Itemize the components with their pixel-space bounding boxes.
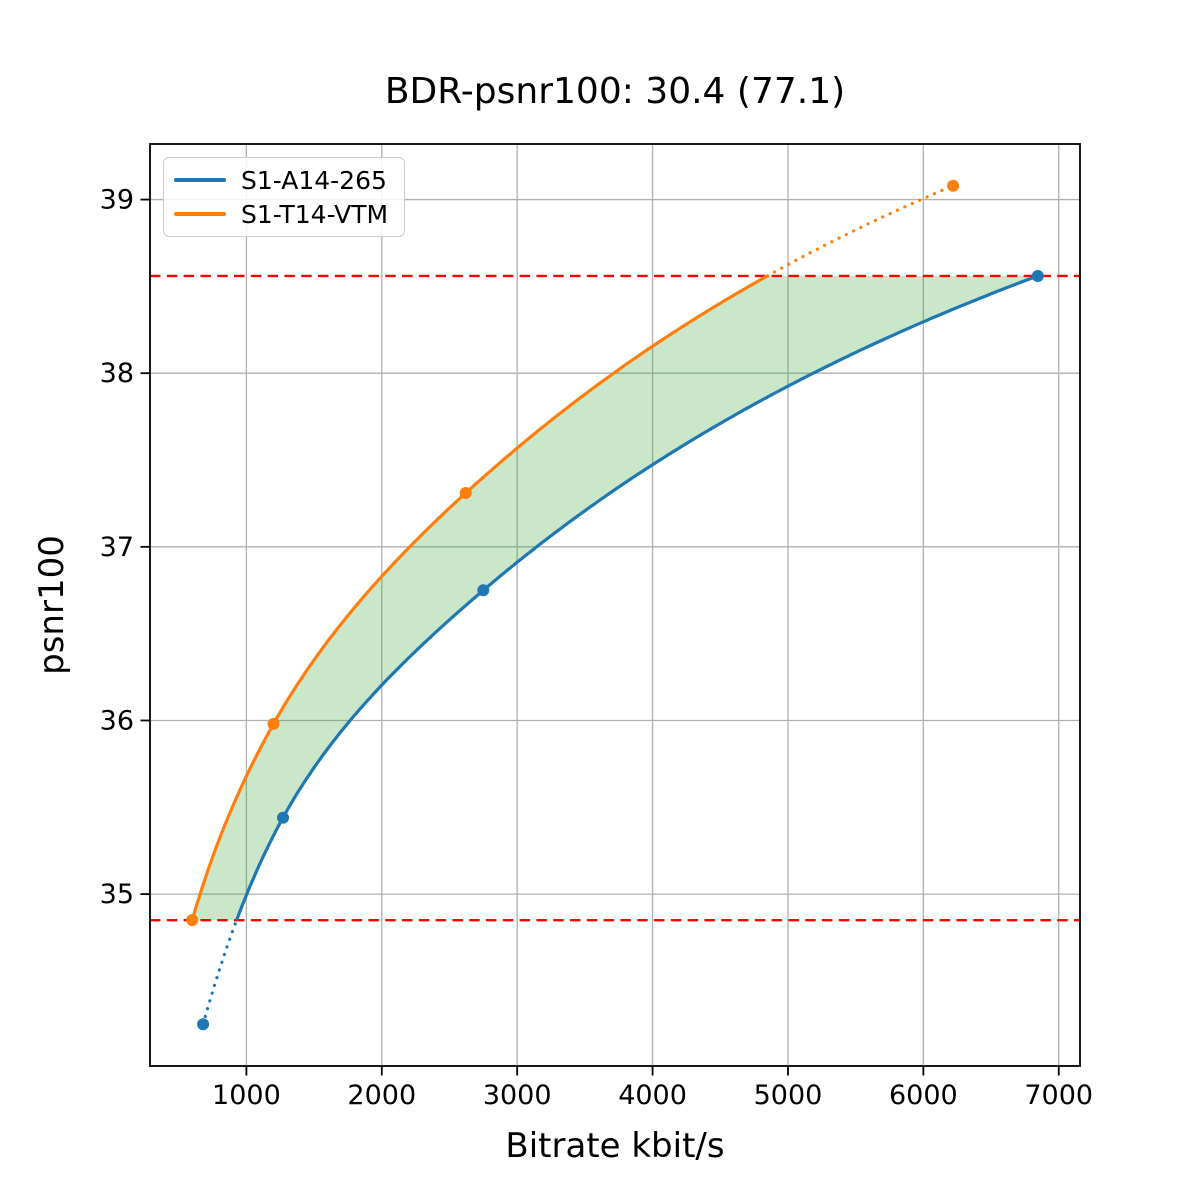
- x-axis-label: Bitrate kbit/s: [505, 1126, 725, 1166]
- x-tick-label: 3000: [483, 1080, 552, 1111]
- data-point-S1-A14-265: [1031, 270, 1044, 282]
- data-point-S1-A14-265: [277, 811, 289, 824]
- legend-item: S1-T14-VTM: [174, 197, 388, 231]
- x-tick-label: 6000: [889, 1080, 958, 1111]
- data-point-S1-A14-265: [197, 1018, 210, 1031]
- y-tick-label: 35: [100, 879, 134, 910]
- y-axis-label: psnr100: [32, 535, 72, 675]
- legend-label: S1-T14-VTM: [241, 199, 389, 229]
- series-line-S1-T14-VTM: [190, 274, 769, 921]
- x-tick-label: 4000: [618, 1080, 687, 1111]
- x-tick-label: 1000: [212, 1080, 281, 1111]
- bd-overlap-fill: [192, 276, 1038, 921]
- chart-title: BDR-psnr100: 30.4 (77.1): [384, 71, 846, 112]
- legend-line-sample: [174, 178, 226, 182]
- y-tick-label: 38: [100, 358, 134, 389]
- data-point-S1-T14-VTM: [267, 717, 280, 730]
- y-tick-label: 36: [100, 705, 134, 736]
- legend-label: S1-A14-265: [241, 165, 387, 195]
- x-tick-label: 5000: [754, 1080, 823, 1111]
- legend-item: S1-A14-265: [174, 163, 388, 197]
- x-tick-label: 7000: [1024, 1080, 1093, 1111]
- axes-spines: [149, 143, 1081, 1067]
- legend: S1-A14-265 S1-T14-VTM: [163, 157, 406, 237]
- data-point-S1-T14-VTM: [459, 487, 472, 499]
- legend-line-sample: [174, 212, 226, 216]
- series-dotted-S1-A14-265: [201, 918, 239, 1026]
- series-dotted-S1-T14-VTM: [765, 184, 955, 278]
- data-point-S1-A14-265: [477, 584, 490, 597]
- y-tick-label: 37: [100, 532, 134, 563]
- data-point-S1-T14-VTM: [186, 914, 199, 927]
- y-tick-label: 39: [100, 185, 134, 216]
- x-tick-label: 2000: [347, 1080, 416, 1111]
- data-point-S1-T14-VTM: [947, 179, 960, 192]
